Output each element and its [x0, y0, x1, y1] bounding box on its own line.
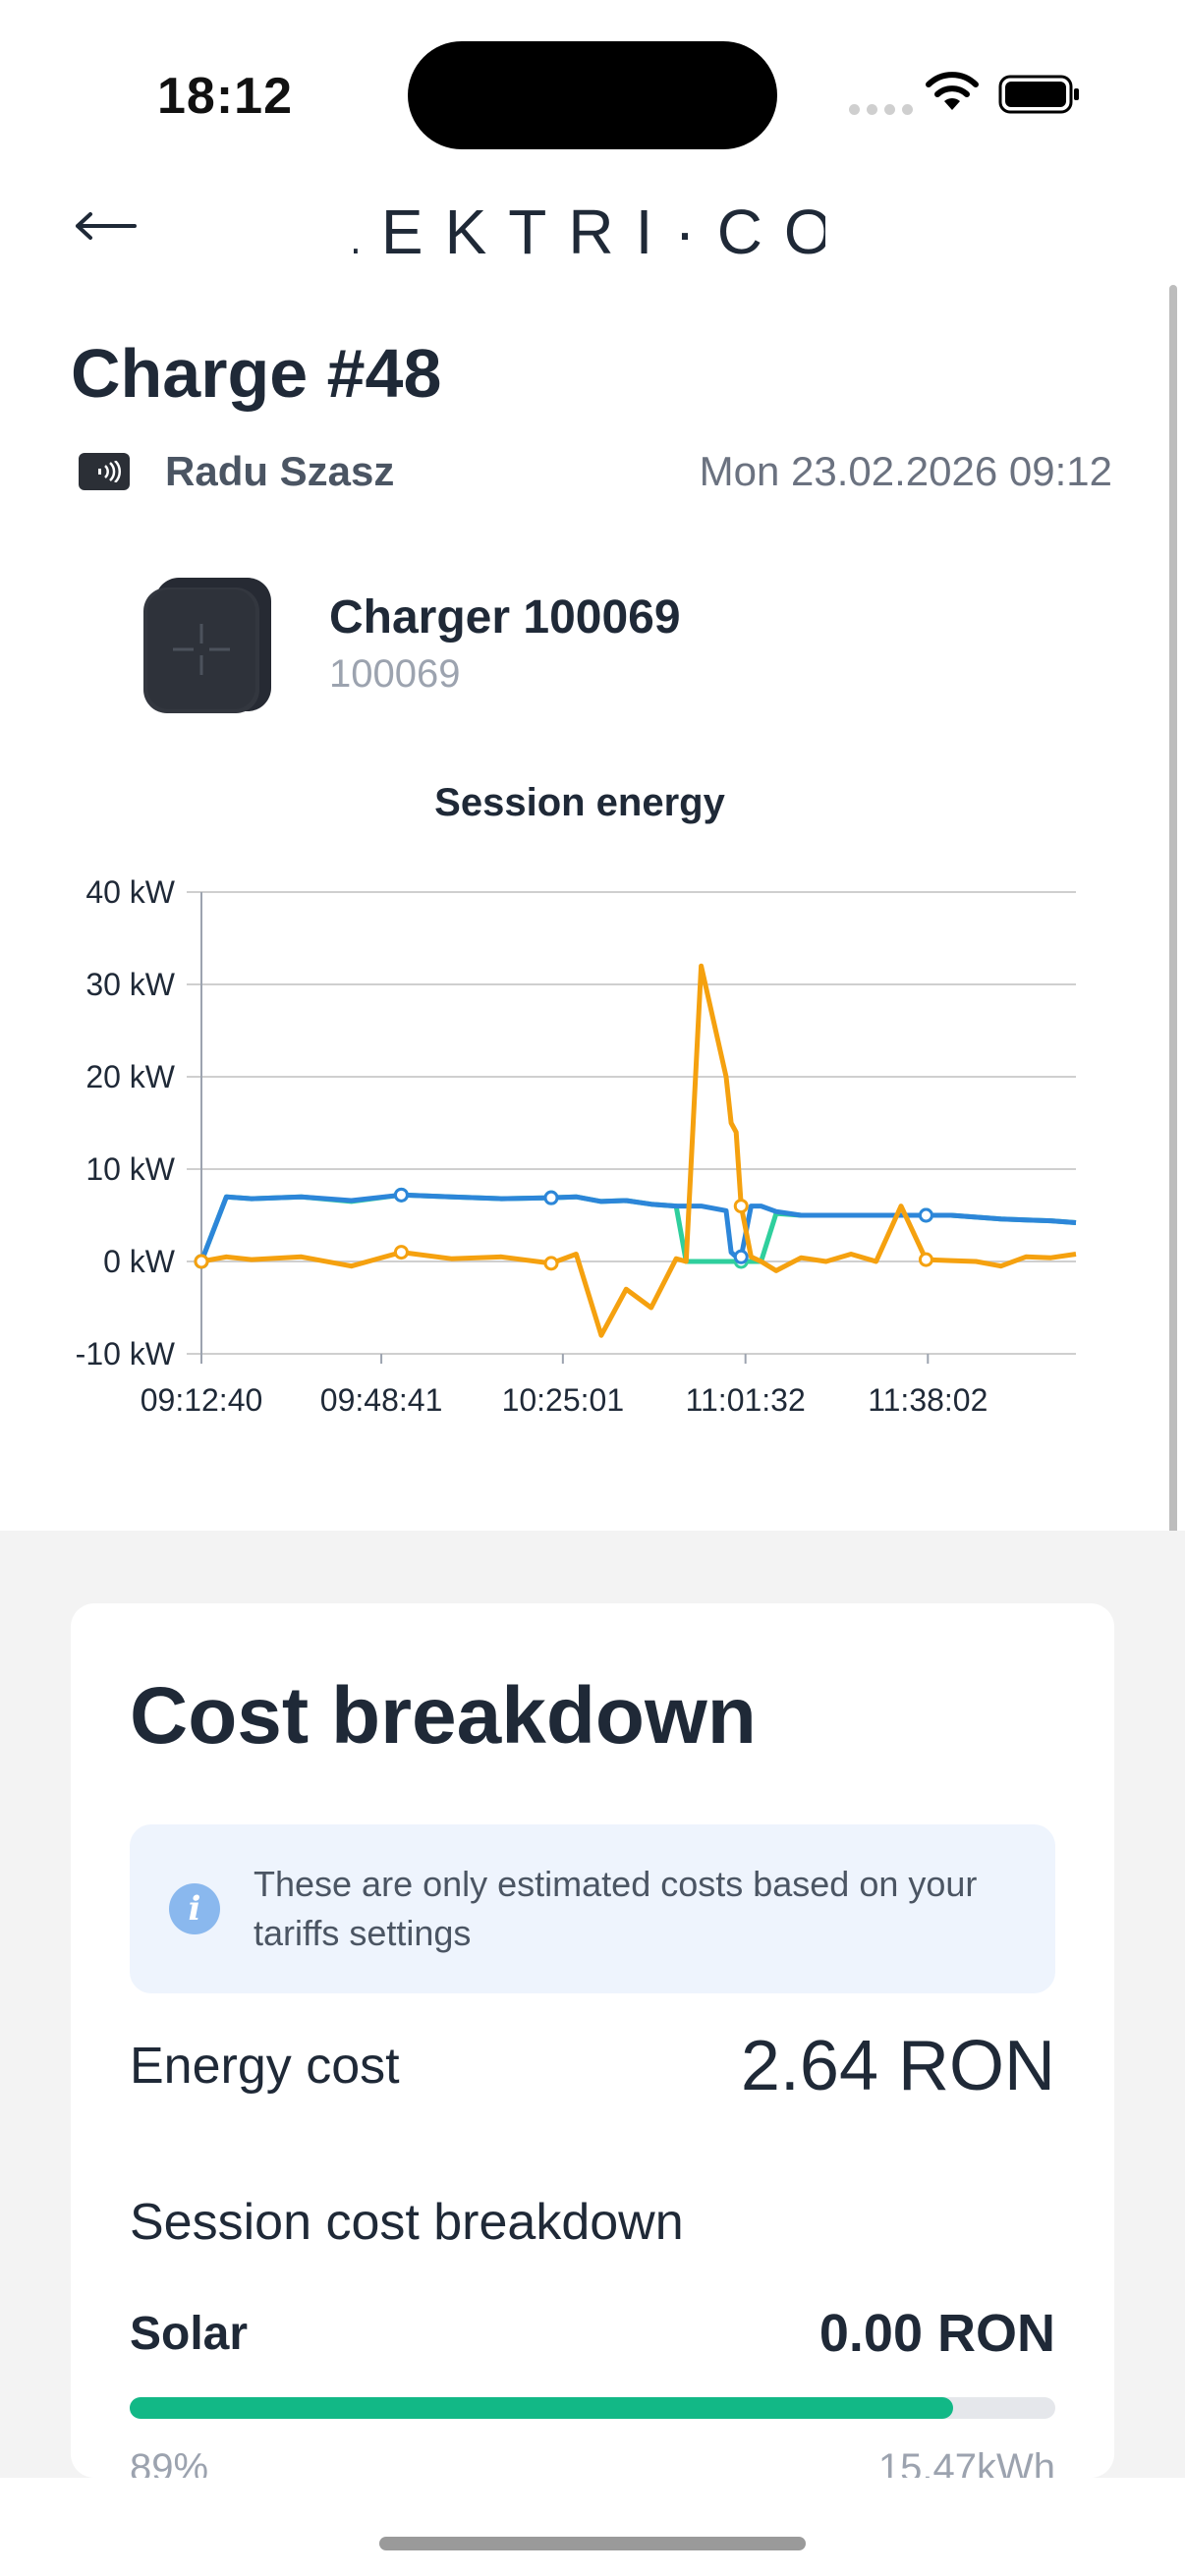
info-icon: i [169, 1883, 220, 1934]
x-tick-label: 10:25:01 [502, 1382, 625, 1418]
bottom-safe-area [0, 2478, 1185, 2576]
series-point [543, 1190, 559, 1205]
series-line-2 [198, 1192, 1077, 1262]
solar-progress-fill [130, 2397, 954, 2419]
series-point [543, 1256, 559, 1271]
solar-energy: 15.47kWh [877, 2446, 1055, 2478]
charger-id: 100069 [329, 652, 461, 696]
page-title: Charge #48 [71, 335, 442, 412]
cost-breakdown-card: Cost breakdown i These are only estimate… [71, 1603, 1114, 2478]
y-tick-label: 40 kW [85, 874, 175, 910]
solar-value: 0.00 RON [818, 2304, 1055, 2363]
charger-card[interactable]: Charger 100069 100069 [138, 565, 1022, 722]
cellular-signal-icon [849, 104, 913, 115]
back-button[interactable] [71, 196, 140, 255]
home-indicator[interactable] [379, 2537, 806, 2550]
series-point [733, 1199, 749, 1214]
y-tick-label: 10 kW [85, 1151, 175, 1187]
solar-label: Solar [130, 2307, 249, 2360]
dynamic-island [408, 41, 777, 149]
session-date: Mon 23.02.2026 09:12 [699, 448, 1112, 494]
energy-cost-label: Energy cost [130, 2038, 400, 2095]
solar-progress-bar [130, 2397, 1055, 2419]
series-point [393, 1245, 409, 1260]
y-tick-label: -10 kW [76, 1336, 176, 1372]
cost-breakdown-title: Cost breakdown [130, 1671, 757, 1761]
session-cost-breakdown-title: Session cost breakdown [130, 2194, 684, 2251]
y-tick-label: 0 kW [103, 1244, 176, 1279]
status-bar: 18:12 [0, 0, 1185, 177]
series-point [393, 1187, 409, 1203]
rfid-card-icon [79, 453, 130, 490]
svg-text:LEKTRI·CO: LEKTRI·CO [354, 196, 825, 265]
y-tick-label: 30 kW [85, 967, 175, 1002]
series-line-3 [200, 963, 1077, 1338]
energy-cost-value: 2.64 RON [740, 2027, 1055, 2105]
solar-progress-meta: 89% 15.47kWh [130, 2446, 1055, 2478]
series-point [733, 1249, 749, 1264]
info-text: These are only estimated costs based on … [254, 1864, 978, 1953]
x-tick-label: 09:48:41 [320, 1382, 443, 1418]
scrollbar[interactable] [1169, 285, 1177, 1592]
arrow-left-icon [76, 212, 137, 240]
session-meta-row: Radu Szasz Mon 23.02.2026 09:12 [79, 444, 1112, 499]
info-notice: i These are only estimated costs based o… [130, 1824, 1055, 1993]
solar-percent: 89% [130, 2446, 209, 2478]
session-energy-chart[interactable]: 40 kW 30 kW 20 kW 10 kW 0 kW -10 kW 09:12:40 09… [0, 845, 1159, 1454]
lektrico-logo: LEKTRI·CO [354, 196, 825, 265]
series-point [194, 1254, 209, 1269]
energy-cost-row: Energy cost 2.64 RON [130, 2026, 1055, 2106]
user-name: Radu Szasz [165, 448, 395, 494]
x-tick-label: 09:12:40 [141, 1382, 263, 1418]
battery-icon [998, 75, 1079, 114]
status-time: 18:12 [157, 68, 293, 125]
charger-device-image [143, 578, 271, 713]
series-line-1 [198, 1192, 1077, 1264]
x-tick-label: 11:01:32 [686, 1382, 806, 1418]
series-point [918, 1207, 933, 1223]
chart-title: Session energy [434, 781, 725, 824]
solar-row: Solar 0.00 RON [130, 2303, 1055, 2364]
wifi-icon [926, 72, 979, 110]
charger-name: Charger 100069 [329, 591, 681, 644]
y-tick-label: 20 kW [85, 1059, 175, 1094]
x-tick-label: 11:38:02 [868, 1382, 988, 1418]
series-point [918, 1252, 933, 1267]
